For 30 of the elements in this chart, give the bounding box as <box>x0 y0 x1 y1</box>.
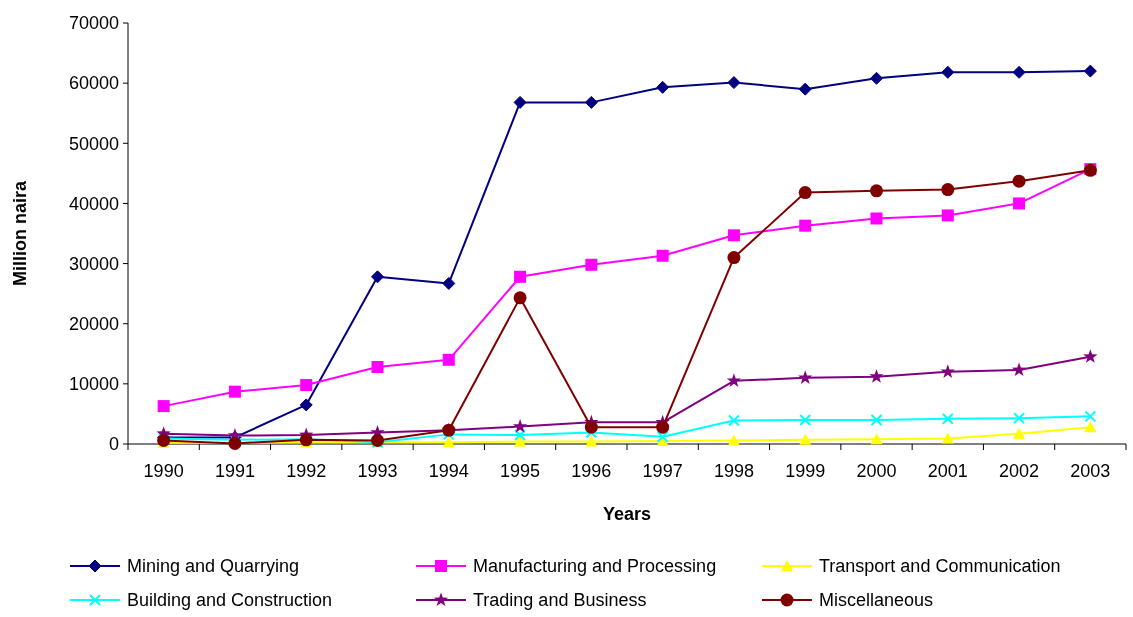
y-tick-label: 10000 <box>68 374 119 395</box>
x-tick-label: 1993 <box>357 461 398 481</box>
y-tick-label: 70000 <box>68 13 119 34</box>
x-tick-label: 1999 <box>785 461 826 481</box>
y-tick-label: 0 <box>108 434 119 455</box>
x-tick-label: 1990 <box>143 461 184 481</box>
x-tick-label: 1998 <box>713 461 754 481</box>
x-axis-title: Years <box>602 504 652 524</box>
y-tick-label: 30000 <box>68 253 119 274</box>
y-tick-label: 40000 <box>68 193 119 214</box>
x-tick-label: 1994 <box>428 461 469 481</box>
x-tick-label: 1997 <box>642 461 683 481</box>
legend-label: Trading and Business <box>473 590 647 611</box>
x-tick-label: 2001 <box>927 461 968 481</box>
x-tick-label: 2000 <box>856 461 897 481</box>
legend-label: Mining and Quarrying <box>127 556 300 577</box>
legend-label: Miscellaneous <box>819 590 934 611</box>
x-tick-label: 1991 <box>214 461 255 481</box>
y-tick-label: 50000 <box>68 133 119 154</box>
y-tick-label: 20000 <box>68 314 119 335</box>
x-tick-label: 1992 <box>286 461 327 481</box>
legend-label: Transport and Communication <box>819 556 1061 577</box>
y-axis-title: Million naira <box>10 180 30 287</box>
x-tick-label: 2002 <box>999 461 1040 481</box>
legend-label: Manufacturing and Processing <box>473 556 717 577</box>
legend-label: Building and Construction <box>127 590 333 611</box>
y-tick-label: 60000 <box>68 73 119 94</box>
x-tick-label: 1996 <box>571 461 612 481</box>
x-tick-label: 2003 <box>1070 461 1111 481</box>
x-tick-label: 1995 <box>500 461 541 481</box>
